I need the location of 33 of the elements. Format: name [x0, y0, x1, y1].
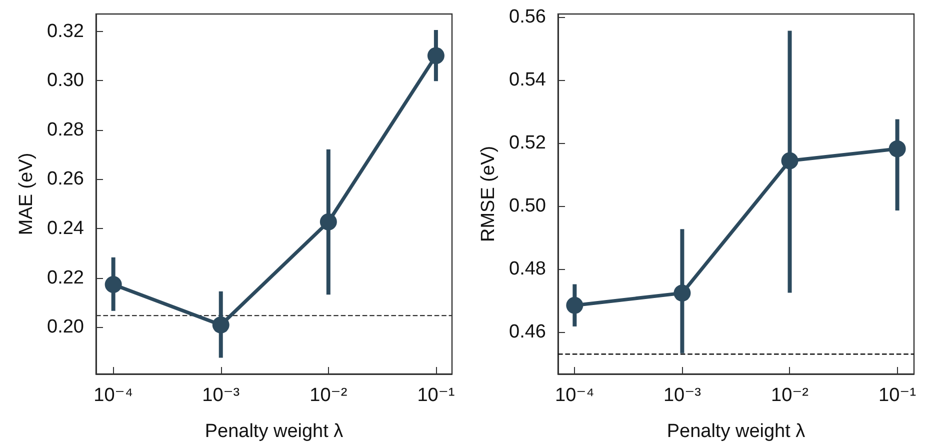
point	[674, 284, 691, 302]
y-tick-label: 0.32	[47, 20, 84, 42]
point	[212, 316, 230, 334]
point	[566, 296, 584, 314]
point	[781, 152, 798, 170]
y-tick-label: 0.48	[509, 258, 546, 280]
y-axis-title: MAE (eV)	[16, 152, 38, 236]
y-tick-label: 0.56	[509, 6, 546, 28]
y-tick-label: 0.30	[47, 70, 84, 92]
point	[320, 213, 337, 230]
y-tick-label: 0.28	[47, 119, 84, 140]
y-axis-title: RMSE (eV)	[478, 146, 500, 242]
y-tick-label: 0.52	[509, 132, 546, 154]
x-tick-label: 10⁻³	[663, 385, 701, 406]
y-tick-label: 0.46	[509, 322, 546, 343]
x-tick-label: 10⁻¹	[417, 385, 455, 406]
y-tick-label: 0.26	[47, 168, 84, 190]
y-tick-label: 0.22	[47, 267, 84, 288]
point	[888, 140, 906, 158]
y-tick-label: 0.24	[47, 218, 84, 240]
x-tick-label: 10⁻⁴	[554, 385, 594, 406]
x-tick-label: 10⁻²	[310, 385, 348, 406]
y-tick-label: 0.20	[47, 316, 84, 338]
x-tick-label: 10⁻²	[771, 385, 808, 406]
y-tick-label: 0.50	[509, 196, 546, 217]
point	[104, 276, 122, 293]
x-axis-title: Penalty weight λ	[204, 421, 344, 442]
y-tick-label: 0.54	[509, 70, 546, 91]
x-axis-title: Penalty weight λ	[666, 421, 806, 442]
point	[427, 47, 444, 64]
x-tick-label: 10⁻¹	[878, 385, 916, 406]
x-tick-label: 10⁻⁴	[94, 385, 133, 406]
x-tick-label: 10⁻³	[202, 385, 240, 406]
